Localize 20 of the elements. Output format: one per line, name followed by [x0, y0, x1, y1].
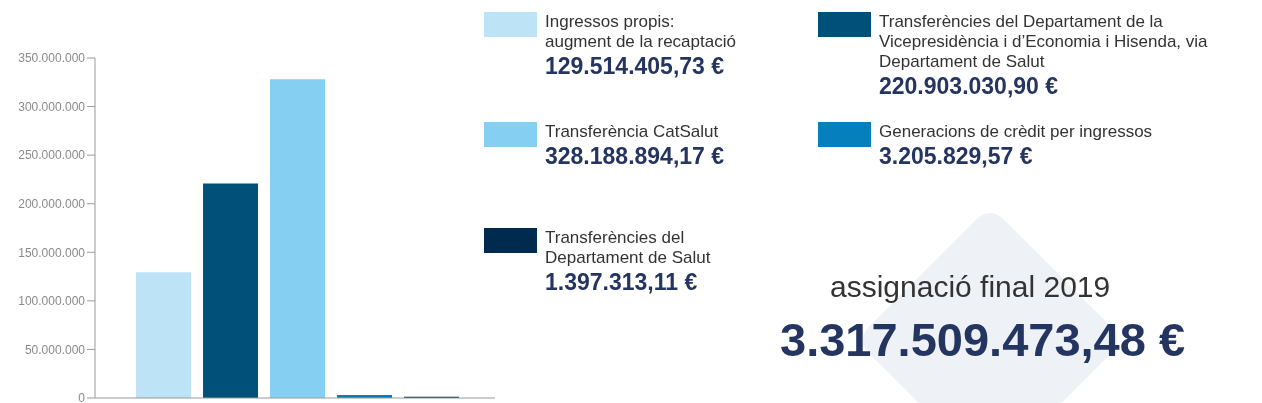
y-tick-label: 250.000.000 — [18, 148, 86, 163]
legend-label: Transferències del Departament de la Vicepresidència i d’Economia i Hisenda, via Departament de Salut — [879, 12, 1209, 72]
text: 129.514.405,73 € — [545, 52, 726, 80]
y-tick-label: 150.000.000 — [18, 245, 86, 260]
y-tick-label: 200.000.000 — [18, 196, 86, 211]
text: 3.205.829,57 € — [879, 142, 1034, 170]
legend-label: Transferències del Departament de Salut — [545, 228, 712, 268]
text: 220.903.030,90 € — [879, 72, 1060, 100]
y-tick-label: 50.000.000 — [24, 342, 86, 357]
legend-label: Ingressos propis: augment de la recaptació — [545, 12, 737, 52]
legend-label: Transferència CatSalut — [545, 122, 720, 142]
y-tick-label: 0 — [78, 391, 86, 403]
legend-label: Generacions de crèdit per ingressos — [879, 122, 1154, 142]
text: 328.188.894,17 € — [545, 142, 726, 170]
text: 3.317.509.473,48 € — [780, 312, 1186, 367]
y-tick-label: 100.000.000 — [18, 294, 86, 309]
text: 1.397.313,11 € — [545, 268, 699, 296]
text: assignació final 2019 — [830, 270, 1111, 304]
y-tick-label: 350.000.000 — [18, 51, 86, 66]
y-tick-label: 300.000.000 — [18, 99, 86, 114]
